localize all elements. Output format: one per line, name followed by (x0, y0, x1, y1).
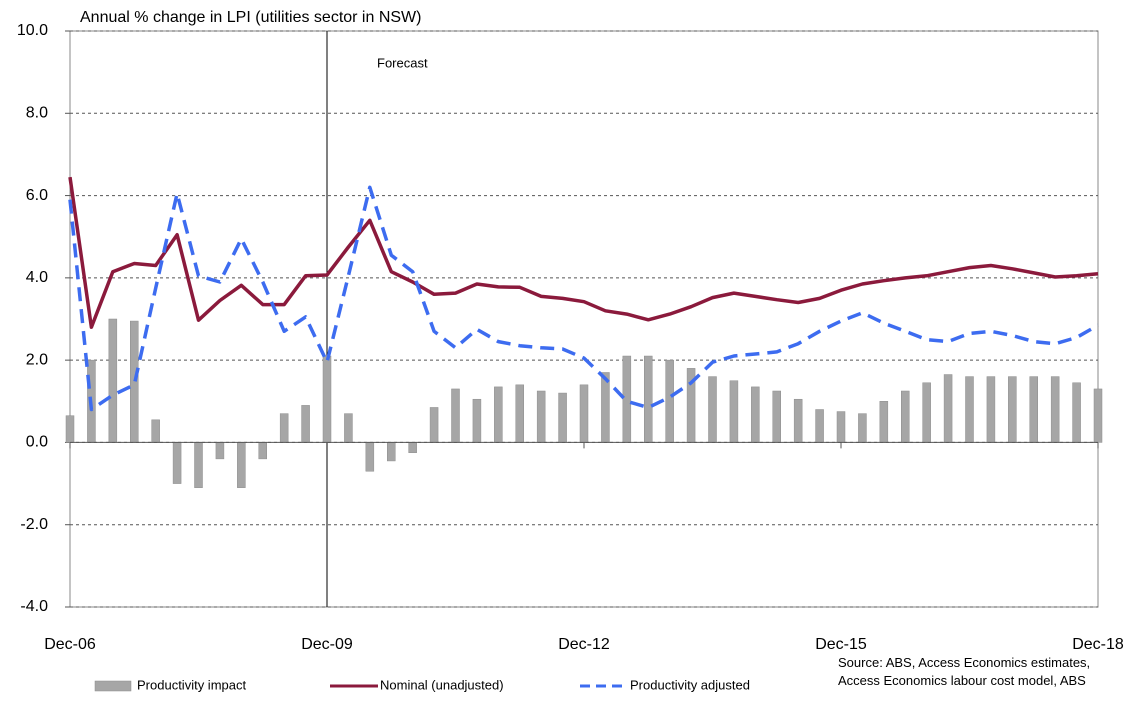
bar (965, 376, 974, 443)
bar (793, 398, 803, 443)
bar (494, 386, 503, 443)
bar (472, 398, 482, 443)
legend-swatch (94, 680, 132, 692)
bar (258, 442, 267, 460)
bar (901, 390, 910, 443)
bar (536, 390, 546, 443)
bar (130, 320, 139, 443)
bar (515, 384, 524, 443)
x-tick-label: Dec-18 (1072, 636, 1124, 653)
y-tick-label: 6.0 (26, 187, 48, 204)
bar (558, 392, 567, 443)
bar (622, 355, 632, 443)
bar (408, 442, 417, 453)
line-series (68, 185, 1099, 412)
bar (365, 442, 375, 472)
bar (1093, 388, 1103, 443)
bar (751, 386, 760, 443)
legend-label: Nominal (unadjusted) (380, 677, 504, 692)
bar (194, 442, 203, 488)
bar (1072, 382, 1081, 443)
x-tick-label: Dec-06 (44, 636, 96, 653)
bar (644, 355, 653, 443)
bar (322, 355, 332, 443)
y-tick-label: -4.0 (20, 598, 48, 615)
bar (429, 407, 439, 443)
bar (108, 318, 118, 443)
bar (151, 419, 160, 443)
source-note: Source: ABS, Access Economics estimates,… (838, 655, 1091, 688)
plot-frame (69, 30, 1099, 608)
bar (879, 401, 889, 443)
bar (729, 380, 739, 443)
x-tick-label: Dec-09 (301, 636, 353, 653)
bar (301, 405, 310, 443)
bar (858, 413, 867, 443)
bar (172, 442, 182, 484)
annotation: Forecast (377, 55, 428, 70)
bar (1029, 376, 1038, 443)
legend-label: Productivity impact (137, 677, 246, 692)
x-tick-label: Dec-15 (815, 636, 867, 653)
y-tick-label: 0.0 (26, 434, 48, 451)
bar (986, 376, 996, 443)
bar (279, 413, 289, 443)
bar (344, 413, 353, 443)
y-tick-label: 2.0 (26, 351, 48, 368)
bar (237, 442, 246, 488)
bar (451, 388, 460, 443)
x-tick-label: Dec-12 (558, 636, 610, 653)
y-tick-label: -2.0 (20, 516, 48, 533)
bar (579, 384, 589, 443)
line-series (68, 176, 1099, 329)
bar (601, 372, 610, 443)
legend-label: Productivity adjusted (630, 677, 750, 692)
chart-title: Annual % change in LPI (utilities sector… (80, 9, 421, 26)
bar (665, 359, 674, 443)
bar (772, 390, 781, 443)
bar (1050, 376, 1060, 443)
bar (65, 415, 75, 443)
bar (836, 411, 846, 443)
bar (922, 382, 931, 443)
bar (1008, 376, 1017, 443)
bar (215, 442, 225, 460)
bar (708, 376, 717, 443)
y-tick-label: 4.0 (26, 269, 48, 286)
bar (387, 442, 396, 462)
bar (943, 374, 953, 443)
bar (815, 409, 824, 443)
y-tick-label: 8.0 (26, 105, 48, 122)
y-tick-label: 10.0 (17, 22, 48, 39)
